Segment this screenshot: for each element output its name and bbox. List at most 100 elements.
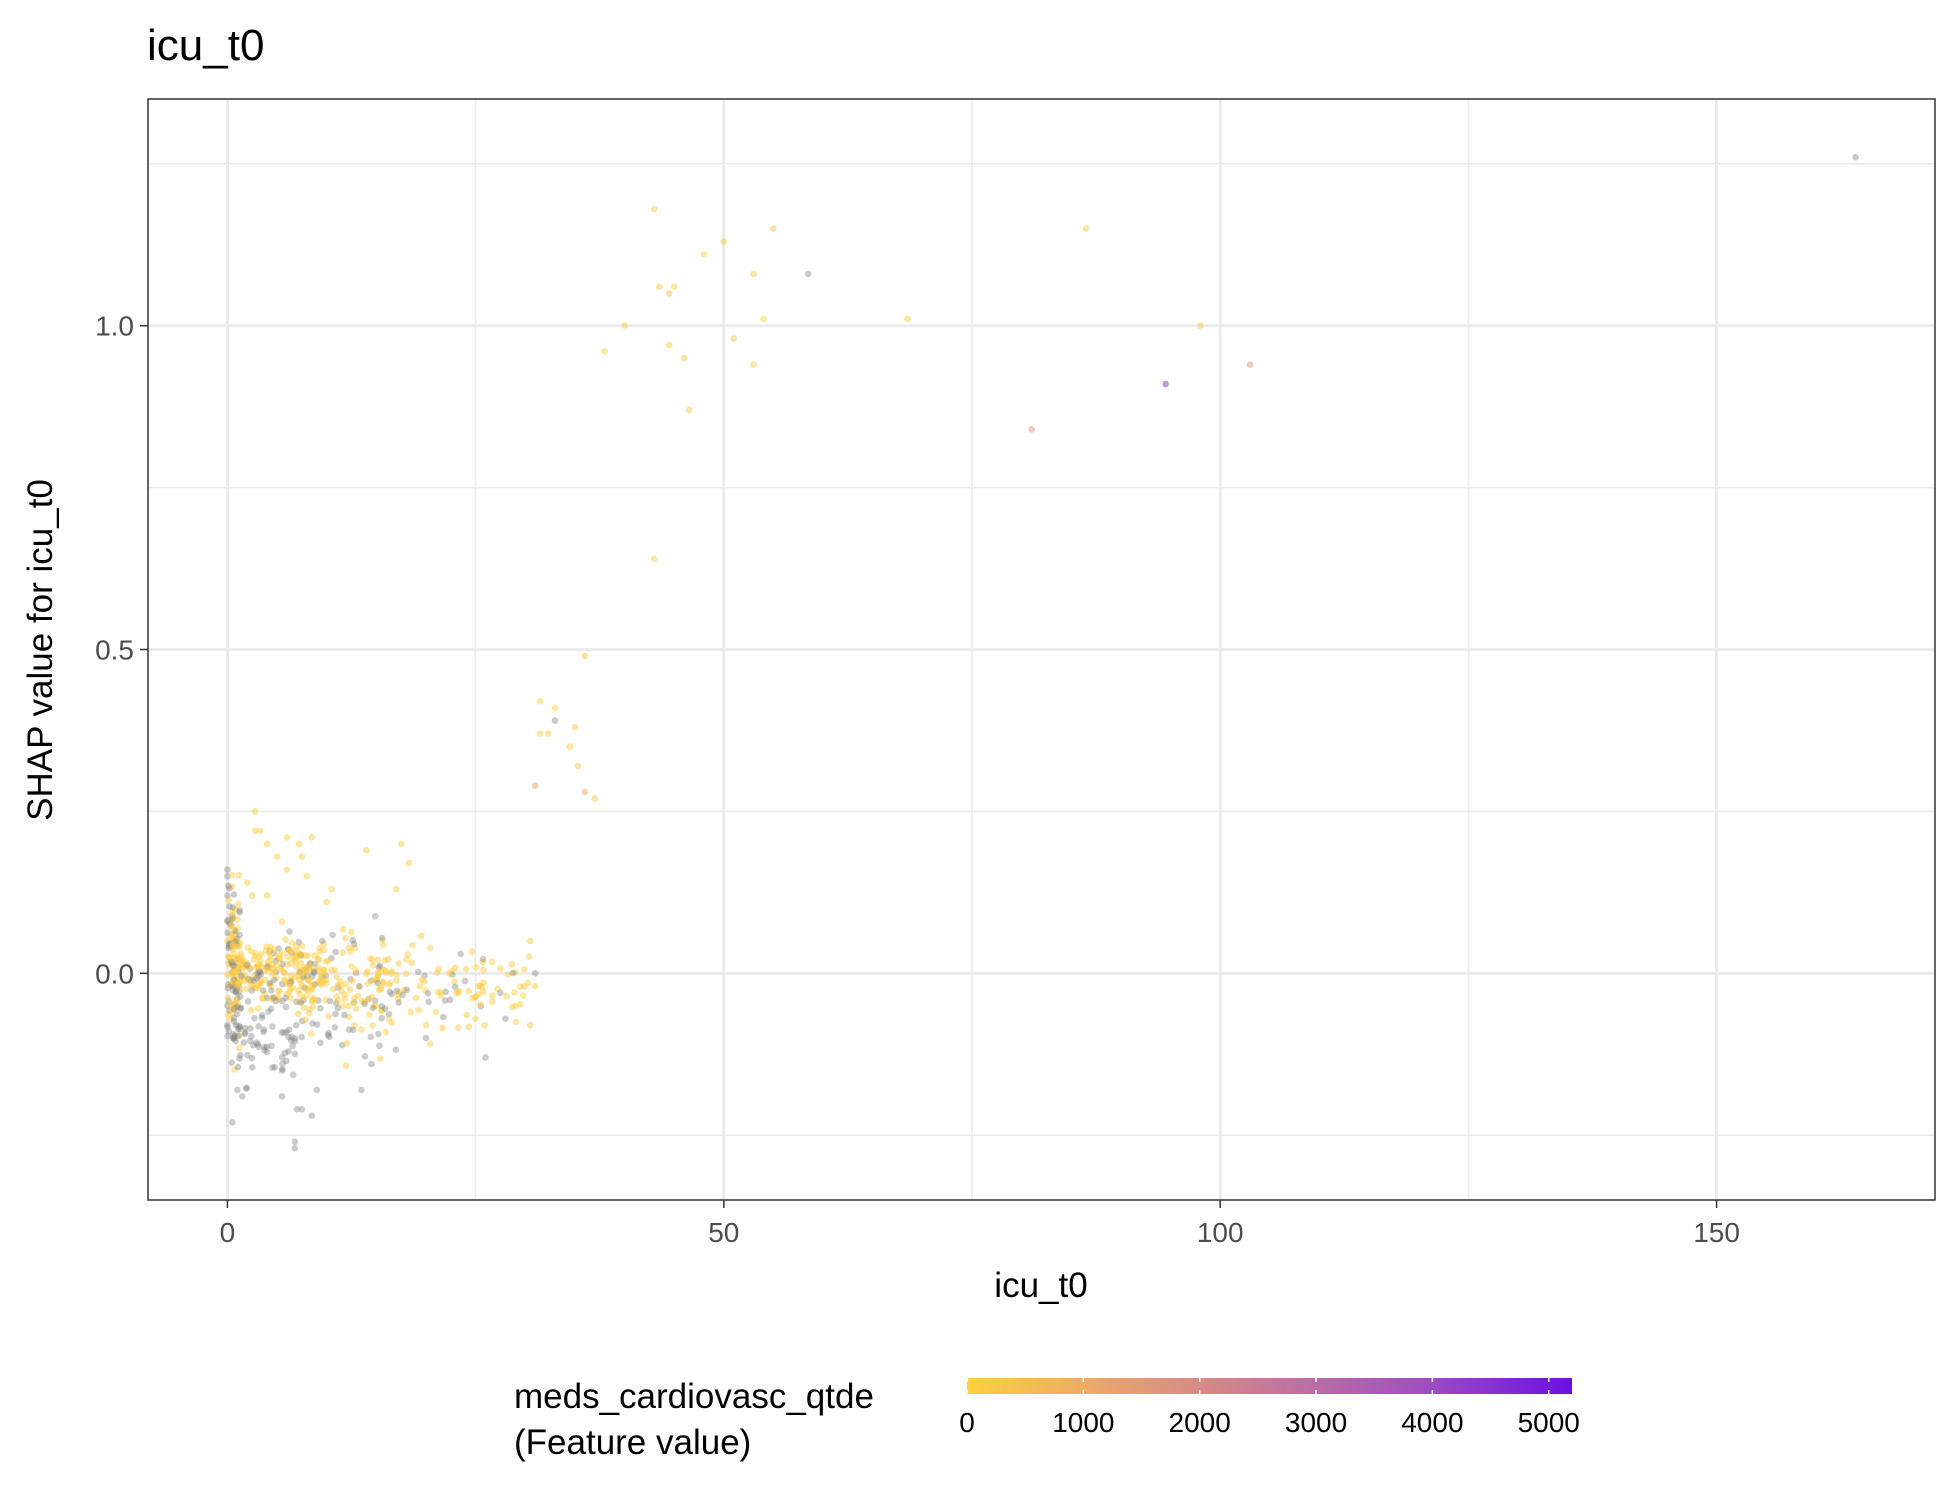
data-point	[397, 840, 405, 848]
data-point	[324, 1031, 332, 1039]
data-point	[446, 996, 454, 1004]
data-point	[451, 983, 459, 991]
data-point	[233, 1010, 241, 1018]
data-point	[283, 866, 291, 873]
data-point	[300, 994, 307, 1002]
data-point	[269, 1023, 276, 1030]
data-point	[228, 1059, 235, 1066]
data-point	[441, 997, 449, 1004]
data-point	[760, 315, 767, 323]
data-point	[263, 966, 271, 973]
data-point	[350, 999, 357, 1007]
data-point	[480, 966, 487, 974]
data-point	[511, 989, 518, 996]
data-point	[270, 946, 278, 953]
data-point	[335, 981, 342, 988]
data-point	[257, 971, 265, 978]
data-point	[571, 723, 579, 731]
data-point	[251, 827, 259, 835]
data-point	[318, 968, 325, 976]
x-axis-title: icu_t0	[994, 1266, 1087, 1305]
data-point	[254, 1005, 262, 1012]
data-point	[333, 974, 341, 981]
data-point	[386, 988, 394, 996]
data-point	[356, 983, 363, 990]
data-point	[349, 977, 357, 985]
data-point	[250, 1041, 257, 1049]
data-point	[379, 978, 387, 986]
data-point	[279, 949, 287, 957]
data-point	[378, 1003, 386, 1010]
data-point	[472, 993, 479, 1001]
data-point	[345, 1002, 352, 1010]
data-point	[283, 1028, 290, 1036]
data-point	[285, 1026, 293, 1034]
data-point	[297, 952, 304, 960]
data-point	[261, 976, 269, 984]
data-point	[519, 992, 527, 999]
data-point	[242, 1029, 249, 1036]
data-point	[267, 952, 274, 960]
data-point	[591, 795, 599, 802]
data-point	[526, 1021, 534, 1029]
data-point	[224, 1023, 231, 1031]
data-point	[477, 1001, 484, 1008]
y-tick-label: 1.0	[95, 311, 134, 342]
data-point	[267, 1005, 275, 1013]
data-point	[472, 1015, 479, 1022]
data-point	[375, 968, 382, 975]
data-point	[258, 1014, 266, 1021]
data-point	[283, 961, 291, 968]
data-point	[282, 1003, 290, 1011]
data-point	[342, 1062, 350, 1069]
data-point	[439, 1024, 446, 1032]
data-point	[401, 986, 408, 994]
data-point	[520, 965, 528, 973]
data-point	[252, 971, 259, 979]
data-point	[263, 1043, 271, 1050]
data-point	[226, 885, 233, 892]
data-point	[247, 1025, 254, 1032]
data-point	[332, 1010, 339, 1018]
data-point	[334, 1004, 342, 1012]
data-point	[313, 1021, 321, 1028]
data-point	[243, 1084, 251, 1092]
data-point	[282, 936, 289, 943]
data-point	[291, 1035, 299, 1042]
data-point	[720, 238, 728, 245]
data-point	[235, 1032, 243, 1040]
data-point	[232, 998, 239, 1006]
data-point	[230, 891, 238, 898]
data-point	[289, 1042, 296, 1050]
data-point	[349, 936, 357, 944]
data-point	[325, 1013, 332, 1020]
legend-colorbar	[967, 1378, 1572, 1394]
data-point	[322, 996, 329, 1004]
data-point	[230, 1034, 237, 1042]
data-point	[445, 970, 453, 977]
data-point	[236, 931, 243, 939]
data-point	[412, 994, 420, 1001]
data-point	[385, 1016, 393, 1023]
data-point	[275, 987, 283, 995]
data-point	[651, 205, 658, 213]
data-point	[291, 1138, 299, 1145]
data-point	[364, 980, 372, 987]
data-point	[240, 1039, 248, 1046]
data-point	[388, 990, 395, 998]
data-point	[409, 941, 416, 949]
data-point	[1852, 154, 1859, 161]
data-point	[236, 978, 243, 985]
data-point	[248, 1064, 256, 1071]
data-point	[230, 1014, 238, 1022]
data-point	[525, 953, 533, 960]
data-point	[508, 961, 516, 968]
data-point	[730, 335, 737, 342]
data-point	[307, 978, 314, 985]
data-point	[427, 1040, 434, 1048]
data-point	[621, 322, 628, 330]
data-point	[248, 987, 255, 994]
data-point	[382, 1029, 390, 1036]
data-point	[481, 1022, 488, 1029]
